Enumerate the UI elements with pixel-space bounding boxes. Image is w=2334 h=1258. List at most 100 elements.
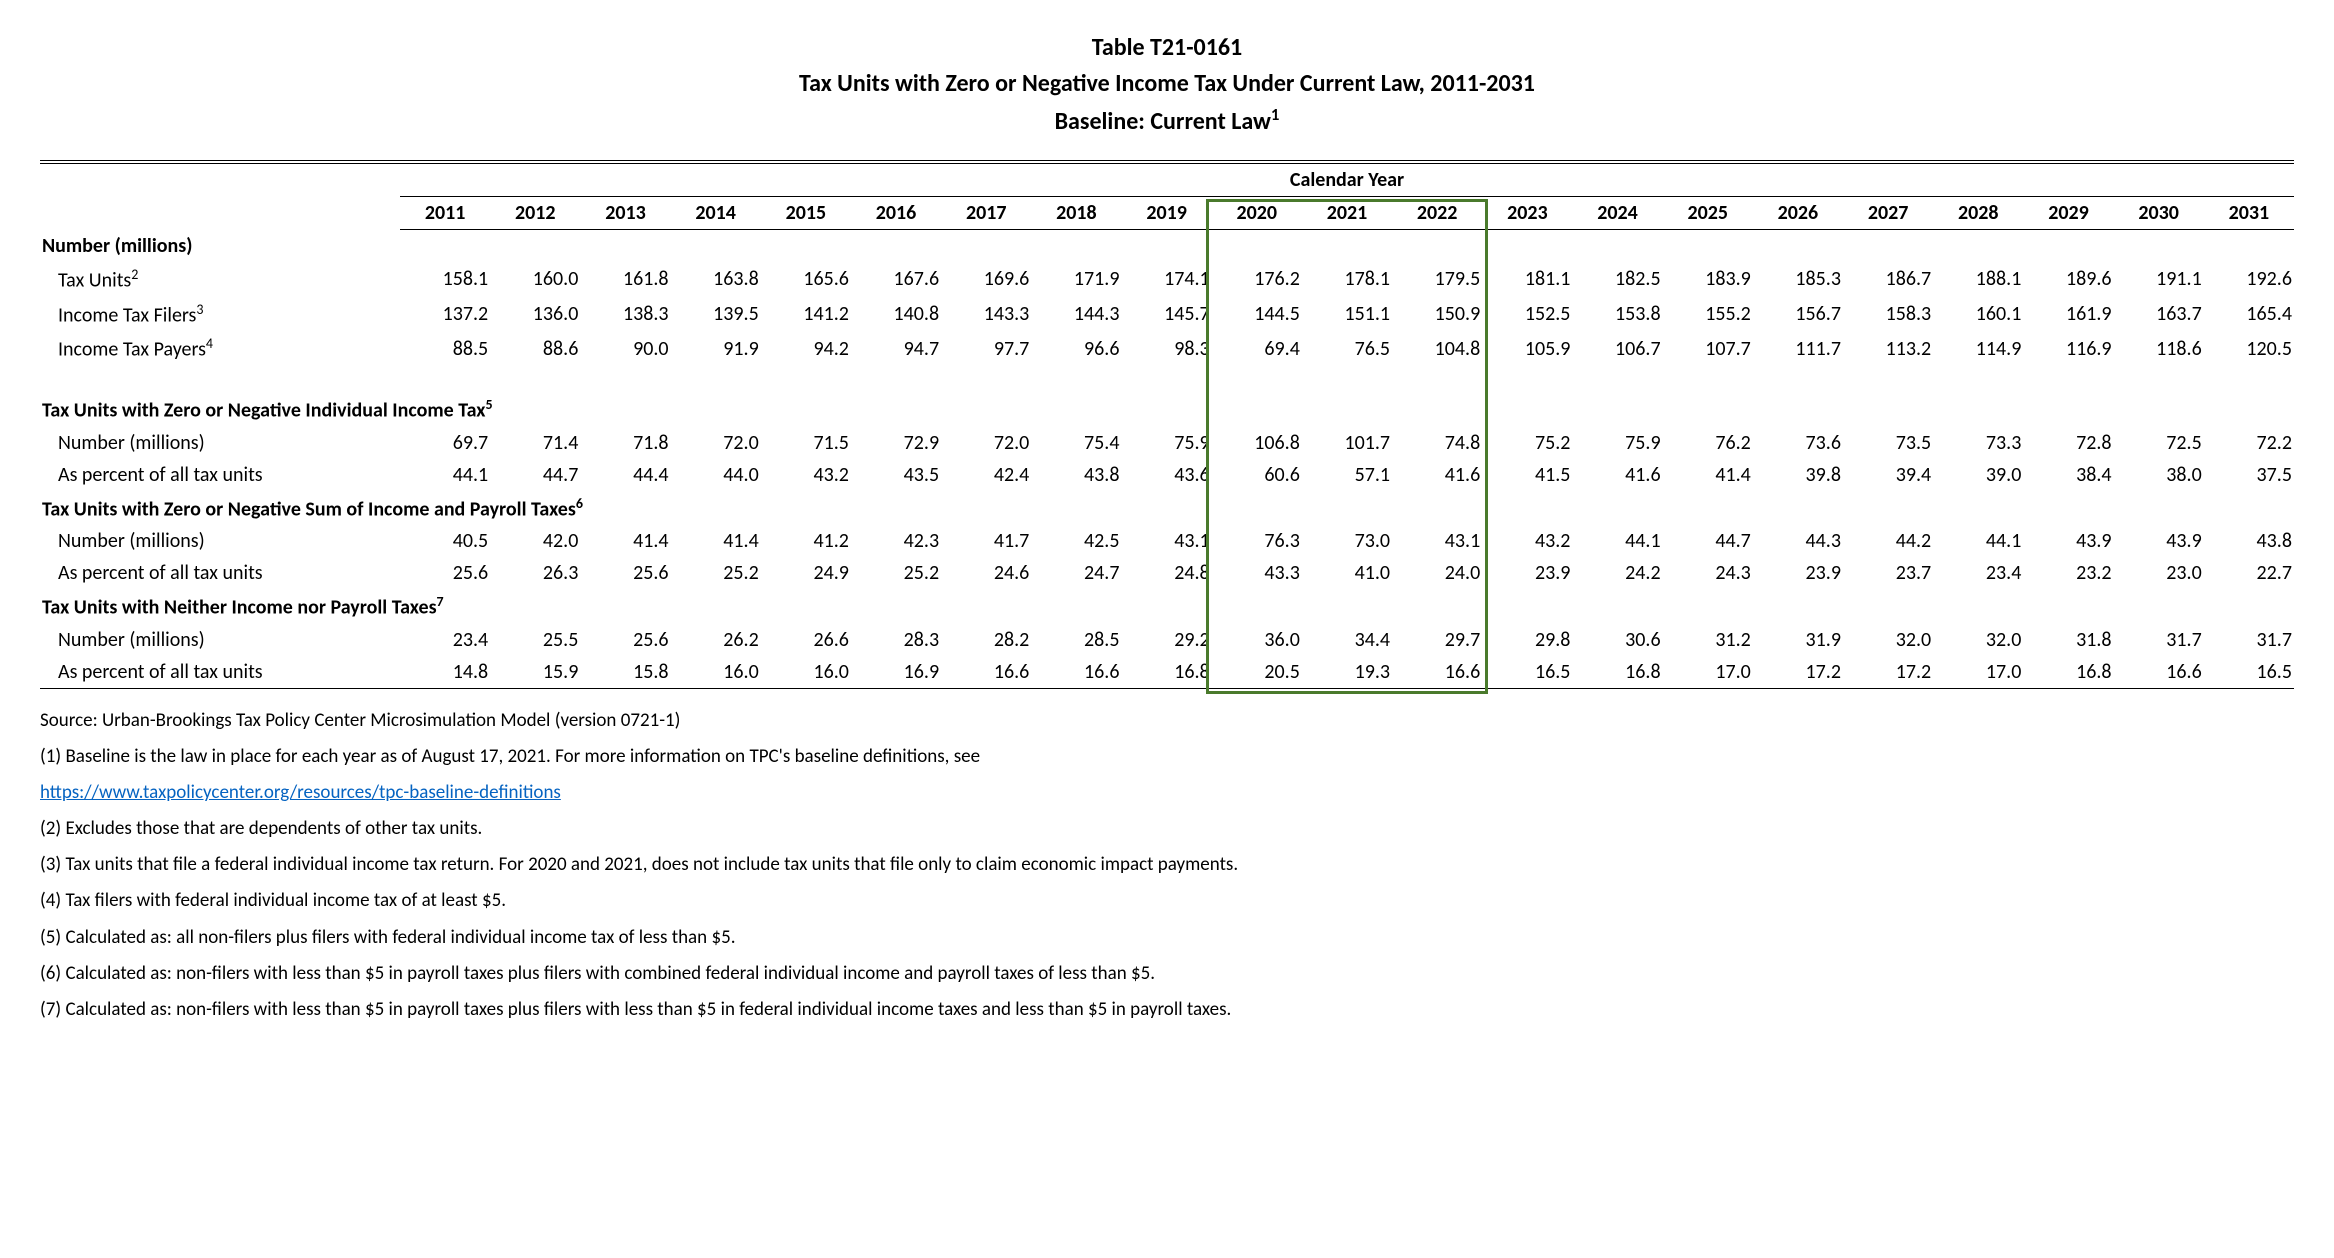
section-header: Tax Units with Zero or Negative Individu…	[40, 392, 2294, 427]
data-cell: 116.9	[2023, 331, 2113, 366]
data-cell: 25.2	[851, 557, 941, 589]
data-cell: 19.3	[1302, 656, 1392, 688]
data-cell: 174.1	[1122, 262, 1212, 297]
data-cell: 23.4	[1933, 557, 2023, 589]
year-header: 2026	[1753, 197, 1843, 230]
data-cell: 88.6	[490, 331, 580, 366]
row-label: Number (millions)	[40, 624, 400, 656]
data-cell: 98.3	[1122, 331, 1212, 366]
year-header: 2020	[1212, 197, 1302, 230]
data-cell: 43.5	[851, 459, 941, 491]
data-cell: 176.2	[1212, 262, 1302, 297]
data-cell: 38.4	[2023, 459, 2113, 491]
row-label: Tax Units2	[40, 262, 400, 297]
data-cell: 76.2	[1663, 427, 1753, 459]
data-cell: 29.8	[1482, 624, 1572, 656]
data-cell: 43.1	[1122, 525, 1212, 557]
data-cell: 43.8	[2204, 525, 2294, 557]
data-cell: 76.3	[1212, 525, 1302, 557]
row-label: As percent of all tax units	[40, 557, 400, 589]
data-cell: 74.8	[1392, 427, 1482, 459]
footnote-4: (4) Tax filers with federal individual i…	[40, 883, 2294, 919]
table-row: As percent of all tax units44.144.744.44…	[40, 459, 2294, 491]
data-cell: 26.3	[490, 557, 580, 589]
data-cell: 16.6	[941, 656, 1031, 688]
footnote-7: (7) Calculated as: non-filers with less …	[40, 992, 2294, 1028]
data-cell: 41.6	[1392, 459, 1482, 491]
baseline-definitions-link[interactable]: https://www.taxpolicycenter.org/resource…	[40, 781, 561, 804]
data-cell: 106.7	[1572, 331, 1662, 366]
data-cell: 106.8	[1212, 427, 1302, 459]
data-cell: 185.3	[1753, 262, 1843, 297]
data-cell: 44.1	[1572, 525, 1662, 557]
data-cell: 41.6	[1572, 459, 1662, 491]
data-cell: 24.0	[1392, 557, 1482, 589]
table-row: Income Tax Filers3137.2136.0138.3139.514…	[40, 297, 2294, 332]
data-cell: 72.8	[2023, 427, 2113, 459]
data-cell: 28.5	[1031, 624, 1121, 656]
year-header: 2018	[1031, 197, 1121, 230]
data-cell: 118.6	[2114, 331, 2204, 366]
data-cell: 71.4	[490, 427, 580, 459]
table-title: Tax Units with Zero or Negative Income T…	[40, 66, 2294, 102]
data-cell: 40.5	[400, 525, 490, 557]
year-header: 2014	[671, 197, 761, 230]
data-cell: 16.6	[1392, 656, 1482, 688]
calendar-year-header: Calendar Year	[400, 164, 2294, 197]
data-cell: 44.1	[400, 459, 490, 491]
data-cell: 17.0	[1663, 656, 1753, 688]
data-cell: 188.1	[1933, 262, 2023, 297]
data-cell: 44.3	[1753, 525, 1843, 557]
data-cell: 23.4	[400, 624, 490, 656]
data-cell: 138.3	[580, 297, 670, 332]
data-cell: 22.7	[2204, 557, 2294, 589]
year-header: 2031	[2204, 197, 2294, 230]
data-cell: 23.2	[2023, 557, 2113, 589]
data-cell: 23.0	[2114, 557, 2204, 589]
data-cell: 75.4	[1031, 427, 1121, 459]
data-cell: 25.5	[490, 624, 580, 656]
data-cell: 69.7	[400, 427, 490, 459]
data-cell: 26.6	[761, 624, 851, 656]
data-cell: 73.5	[1843, 427, 1933, 459]
data-cell: 73.0	[1302, 525, 1392, 557]
year-header: 2029	[2023, 197, 2113, 230]
data-cell: 16.8	[2023, 656, 2113, 688]
data-cell: 29.2	[1122, 624, 1212, 656]
data-cell: 137.2	[400, 297, 490, 332]
data-cell: 41.4	[580, 525, 670, 557]
data-cell: 42.4	[941, 459, 1031, 491]
data-cell: 158.3	[1843, 297, 1933, 332]
section-header: Tax Units with Zero or Negative Sum of I…	[40, 491, 2294, 526]
data-cell: 171.9	[1031, 262, 1121, 297]
year-header: 2024	[1572, 197, 1662, 230]
table-row: Number (millions)23.425.525.626.226.628.…	[40, 624, 2294, 656]
data-cell: 24.2	[1572, 557, 1662, 589]
data-cell: 16.5	[1482, 656, 1572, 688]
data-cell: 14.8	[400, 656, 490, 688]
data-table: Calendar Year201120122013201420152016201…	[40, 164, 2294, 688]
data-cell: 76.5	[1302, 331, 1392, 366]
data-cell: 43.2	[1482, 525, 1572, 557]
data-cell: 31.9	[1753, 624, 1843, 656]
table-container: Calendar Year201120122013201420152016201…	[40, 160, 2294, 689]
footnotes: Source: Urban-Brookings Tax Policy Cente…	[40, 703, 2294, 1028]
footnote-1-link-line: https://www.taxpolicycenter.org/resource…	[40, 775, 2294, 811]
data-cell: 39.0	[1933, 459, 2023, 491]
data-cell: 181.1	[1482, 262, 1572, 297]
data-cell: 155.2	[1663, 297, 1753, 332]
section-header: Number (millions)	[40, 230, 2294, 263]
title-block: Table T21-0161 Tax Units with Zero or Ne…	[40, 30, 2294, 140]
data-cell: 20.5	[1212, 656, 1302, 688]
data-cell: 186.7	[1843, 262, 1933, 297]
data-cell: 167.6	[851, 262, 941, 297]
data-cell: 72.0	[671, 427, 761, 459]
data-cell: 25.6	[400, 557, 490, 589]
year-header: 2028	[1933, 197, 2023, 230]
data-cell: 75.2	[1482, 427, 1572, 459]
data-cell: 72.5	[2114, 427, 2204, 459]
year-header: 2019	[1122, 197, 1212, 230]
table-id: Table T21-0161	[40, 30, 2294, 66]
data-cell: 25.2	[671, 557, 761, 589]
data-cell: 37.5	[2204, 459, 2294, 491]
